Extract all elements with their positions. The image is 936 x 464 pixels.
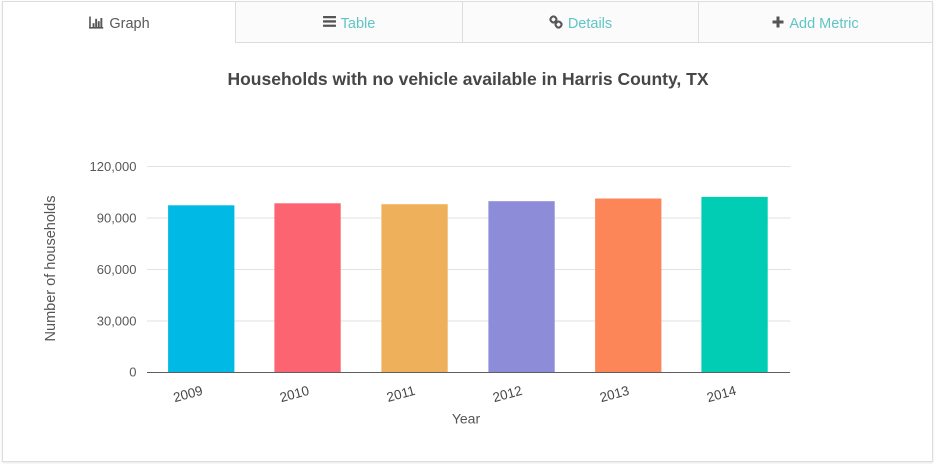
svg-text:Number of households: Number of households [43,196,59,342]
svg-text:120,000: 120,000 [90,159,137,174]
svg-text:2011: 2011 [385,383,417,405]
svg-text:60,000: 60,000 [97,262,137,277]
svg-text:30,000: 30,000 [97,314,137,329]
svg-text:2014: 2014 [705,383,738,405]
svg-text:2012: 2012 [491,383,524,405]
svg-text:2009: 2009 [172,383,205,405]
svg-text:Year: Year [452,411,481,427]
svg-text:2013: 2013 [598,383,631,405]
svg-text:0: 0 [129,365,136,380]
svg-text:90,000: 90,000 [97,211,137,226]
svg-text:2010: 2010 [278,383,311,405]
